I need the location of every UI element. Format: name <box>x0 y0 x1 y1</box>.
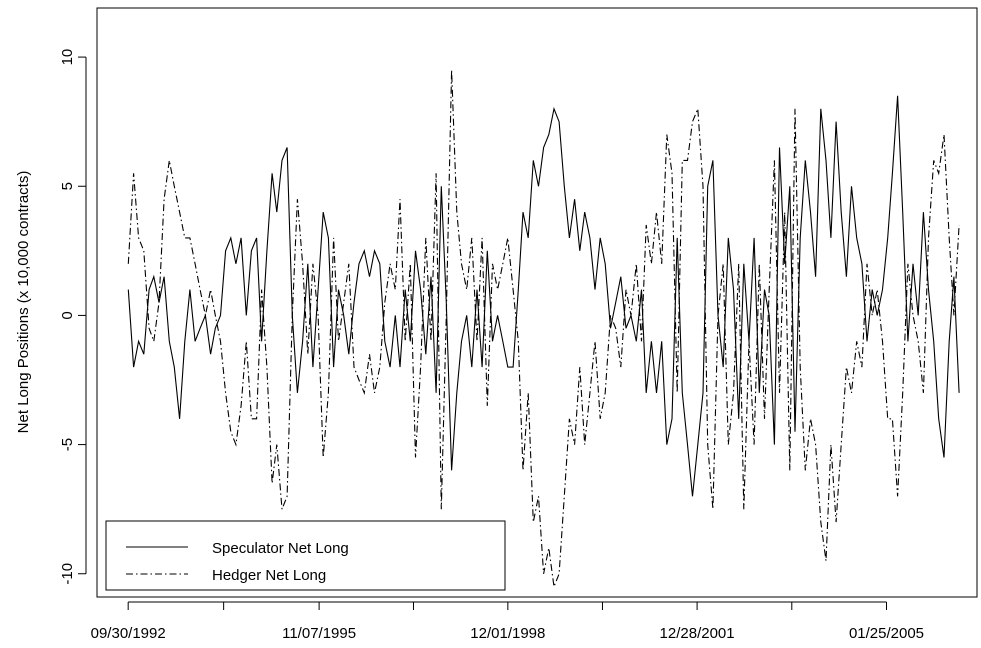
y-tick-label: -10 <box>59 563 76 585</box>
x-tick-label: 01/25/2005 <box>849 625 924 642</box>
legend: Speculator Net Long Hedger Net Long <box>105 520 506 591</box>
y-tick-label: 10 <box>59 49 76 66</box>
legend-label: Speculator Net Long <box>212 540 349 557</box>
series-line <box>127 69 960 589</box>
x-tick-label: 12/28/2001 <box>660 625 735 642</box>
plot-frame <box>96 7 978 598</box>
x-tick-label: 09/30/1992 <box>91 625 166 642</box>
x-tick-label: 12/01/1998 <box>470 625 545 642</box>
x-tick-label: 11/07/1995 <box>282 625 356 642</box>
y-tick-label: -5 <box>59 438 76 451</box>
y-axis-label: Net Long Positions (x 10,000 contracts) <box>15 171 32 434</box>
legend-label: Hedger Net Long <box>212 567 326 584</box>
legend-box <box>105 520 506 591</box>
series-line <box>127 95 960 497</box>
y-tick-label: 5 <box>59 182 76 190</box>
y-tick-label: 0 <box>59 311 76 319</box>
